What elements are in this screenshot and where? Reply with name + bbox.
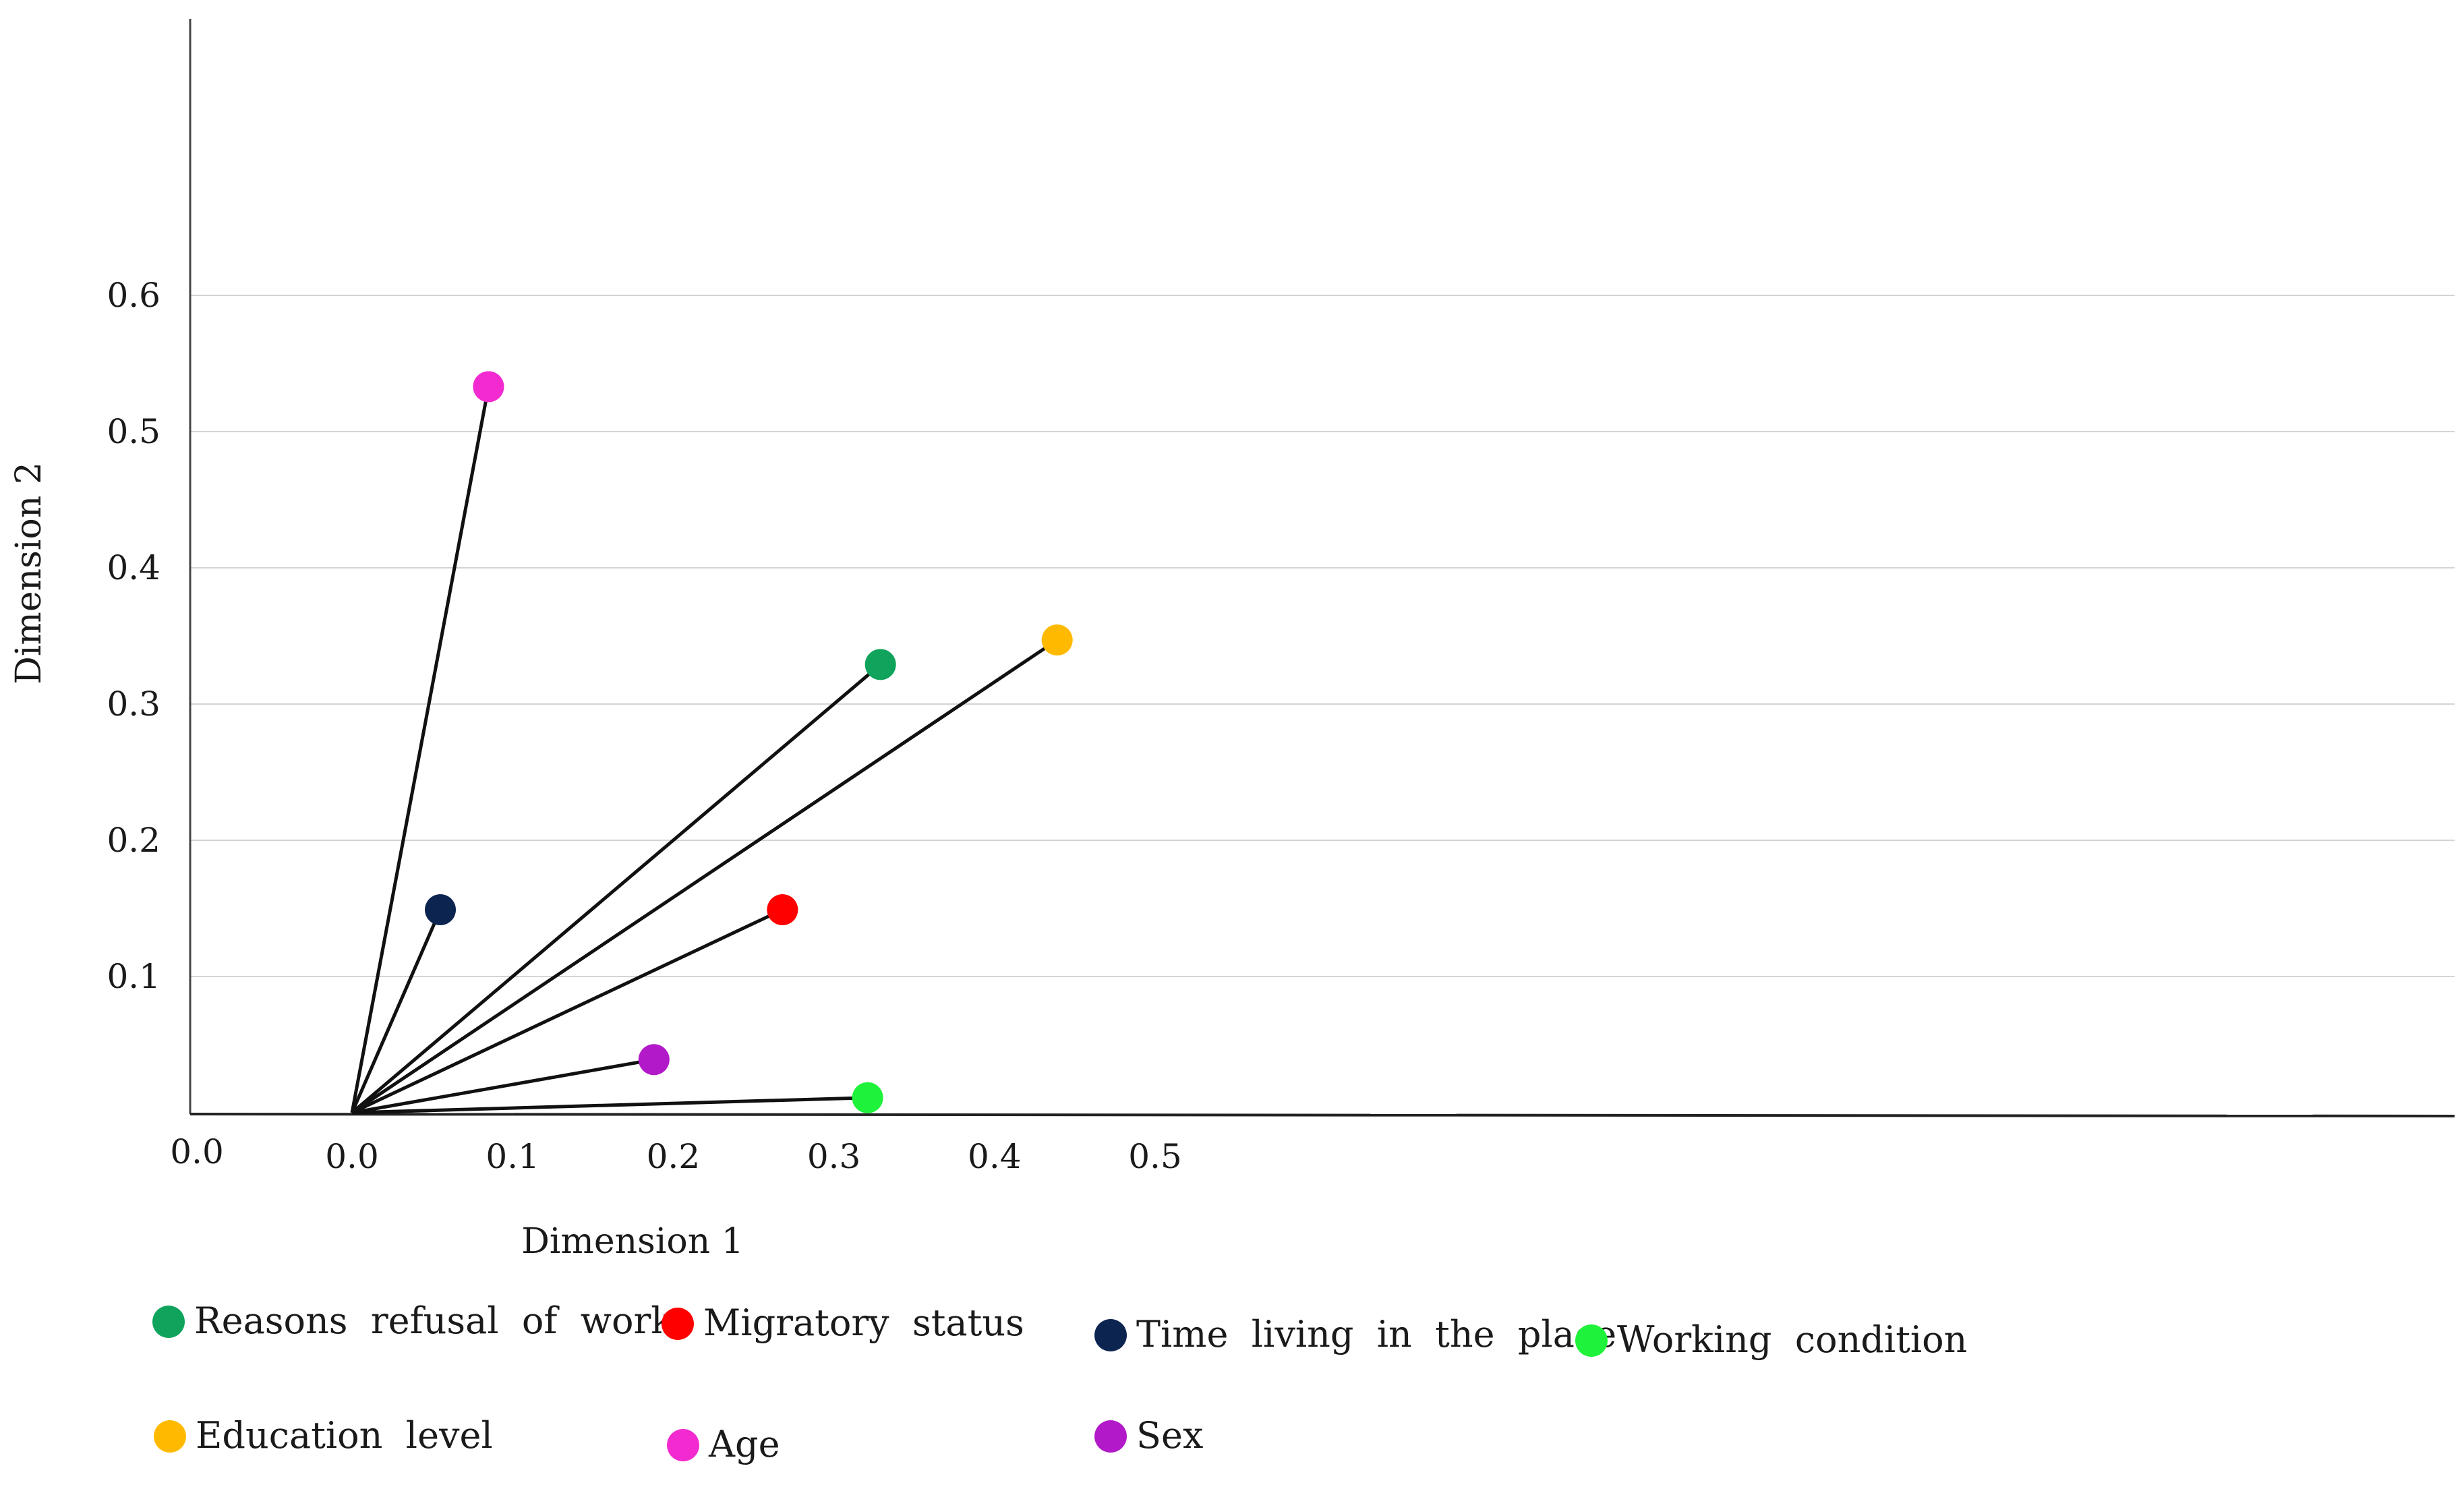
y-tick-label: 0.1 (107, 957, 160, 996)
x-tick-label: 0.4 (968, 1137, 1022, 1176)
legend: Reasons refusal of work Migratory status T… (152, 1300, 1967, 1465)
legend-marker (152, 1306, 185, 1338)
legend-label: Working condition (1617, 1318, 1967, 1361)
y-tick-label: 0.3 (107, 684, 160, 724)
gridlines (190, 295, 2455, 977)
tick-labels: 0.1 0.2 0.3 0.4 0.5 0.6 0.0 0.1 0.2 0.3 0.4 0.5 (107, 276, 1181, 1176)
legend-marker (154, 1420, 186, 1453)
y-axis-title: Dimension 2 (9, 462, 49, 684)
legend-label: Sex (1136, 1414, 1203, 1457)
legend-marker (667, 1429, 699, 1461)
legend-label: Time living in the place (1136, 1313, 1616, 1355)
legend-marker (662, 1308, 694, 1340)
x-tick-label: 0.1 (486, 1137, 539, 1176)
legend-label: Education level (196, 1414, 493, 1457)
data-point (852, 1082, 883, 1113)
data-point (425, 894, 457, 926)
x-tick-label: 0.0 (325, 1137, 379, 1176)
legend-label: Age (708, 1423, 780, 1465)
vector-line (351, 638, 1059, 1115)
data-points (425, 371, 1073, 1113)
vector-line (351, 1096, 868, 1115)
x-axis-line (189, 1113, 2455, 1117)
y-tick-label: 0.4 (107, 548, 160, 587)
vectors (350, 386, 1059, 1115)
x-axis-title: Dimension 1 (521, 1221, 744, 1262)
legend-marker (1094, 1420, 1127, 1453)
legend-marker (1094, 1319, 1127, 1351)
vector-line (351, 663, 882, 1114)
y-tick-label: 0.5 (107, 412, 160, 451)
data-point (864, 649, 896, 680)
x-tick-label: 0.3 (807, 1137, 861, 1176)
data-point (1041, 624, 1073, 656)
axes: 0.0 Dimension 2 Dimension 1 (9, 19, 2455, 1262)
data-point (473, 371, 504, 403)
vector-line (350, 909, 442, 1113)
vector-line (351, 1057, 655, 1115)
vector-line (351, 908, 784, 1115)
legend-label: Migratory status (703, 1302, 1024, 1344)
legend-marker (1575, 1324, 1608, 1357)
x-origin-tick-label: 0.0 (170, 1132, 224, 1171)
data-point (638, 1044, 670, 1076)
data-point (767, 894, 798, 926)
y-tick-label: 0.6 (107, 276, 160, 315)
x-tick-label: 0.2 (647, 1137, 701, 1176)
legend-label: Reasons refusal of work (194, 1300, 674, 1342)
x-tick-label: 0.5 (1128, 1137, 1182, 1176)
y-tick-label: 0.2 (107, 821, 160, 860)
vector-line (350, 386, 490, 1113)
